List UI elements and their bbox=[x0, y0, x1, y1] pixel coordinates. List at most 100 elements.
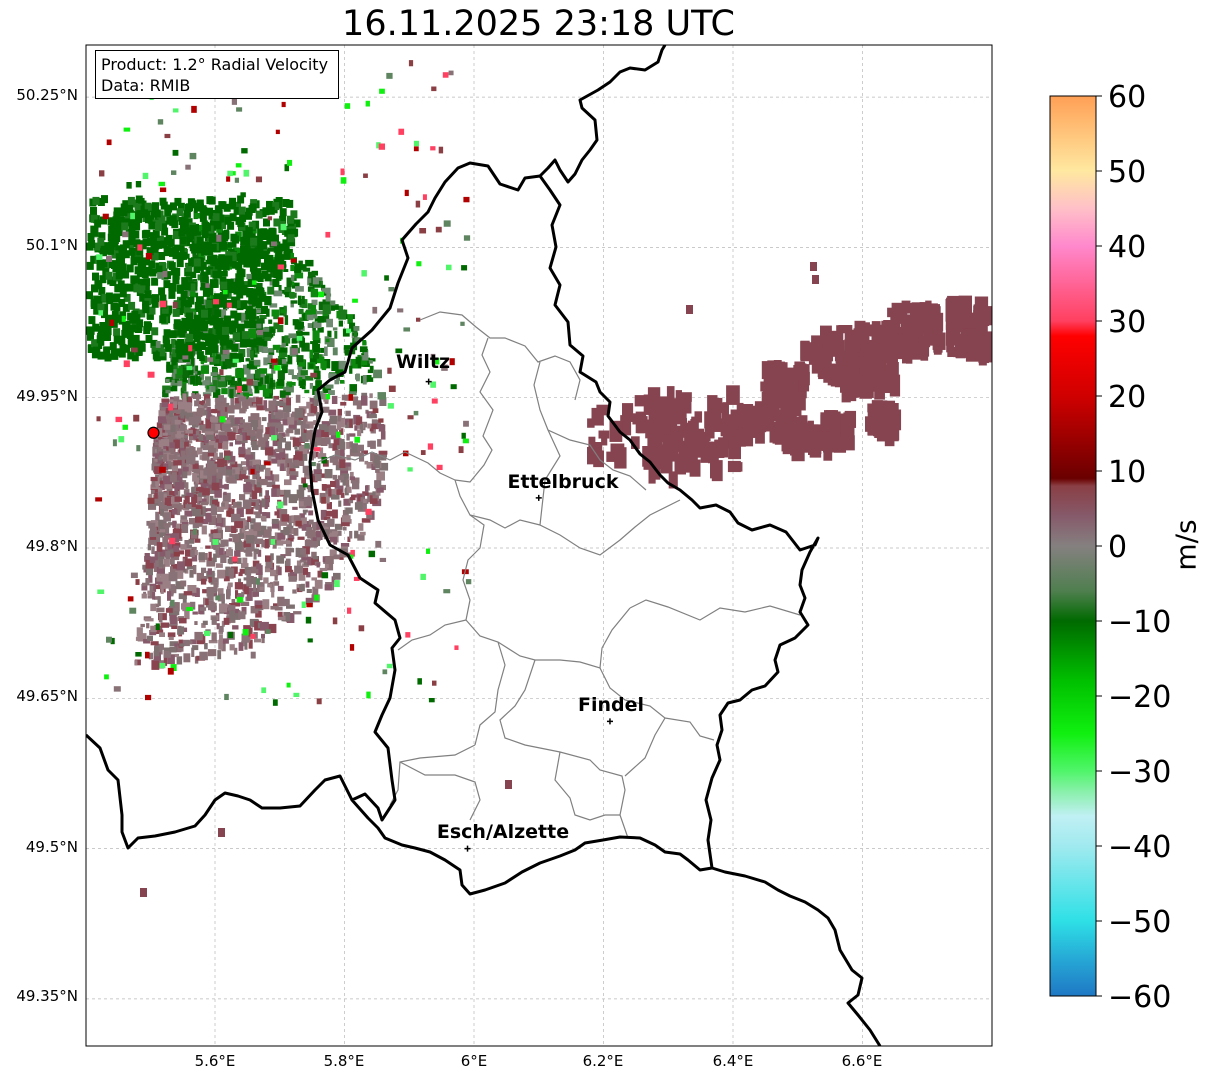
echo-cell bbox=[172, 520, 177, 528]
echo-cell bbox=[405, 632, 411, 638]
echo-cell bbox=[372, 495, 379, 499]
echo-cell bbox=[301, 295, 305, 304]
echo-cell bbox=[803, 425, 818, 436]
echo-cell bbox=[158, 410, 166, 419]
echo-cell bbox=[291, 228, 299, 237]
echo-cell bbox=[292, 589, 297, 594]
echo-cell bbox=[239, 419, 245, 424]
echo-cell bbox=[222, 501, 229, 510]
echo-cell bbox=[272, 439, 279, 447]
echo-cell bbox=[144, 618, 154, 622]
echo-cell bbox=[293, 611, 302, 615]
echo-cell bbox=[218, 201, 226, 210]
echo-cell bbox=[189, 244, 193, 249]
echo-cell bbox=[224, 463, 228, 467]
echo-cell bbox=[292, 319, 299, 326]
echo-cell bbox=[169, 442, 175, 449]
echo-cell bbox=[707, 395, 718, 415]
echo-cell bbox=[375, 540, 382, 548]
echo-cell bbox=[94, 219, 102, 228]
echo-cell bbox=[231, 97, 238, 105]
echo-cell bbox=[361, 270, 367, 277]
echo-cell bbox=[142, 238, 150, 247]
echo-cell bbox=[690, 419, 699, 438]
echo-cell bbox=[265, 427, 274, 437]
echo-cell bbox=[305, 597, 313, 605]
echo-cell bbox=[696, 439, 704, 458]
echo-cell bbox=[834, 369, 843, 388]
echo-cell bbox=[127, 283, 134, 292]
echo-cell bbox=[208, 640, 218, 644]
echo-cell bbox=[349, 644, 355, 651]
echo-cell bbox=[431, 398, 438, 404]
echo-cell bbox=[301, 312, 309, 321]
echo-cell bbox=[191, 647, 195, 657]
echo-cell bbox=[279, 509, 288, 519]
echo-cell bbox=[376, 471, 385, 481]
echo-cell bbox=[188, 417, 196, 425]
echo-cell bbox=[237, 219, 245, 228]
echo-cell bbox=[277, 317, 284, 325]
echo-cell bbox=[150, 476, 158, 482]
echo-cell bbox=[154, 603, 160, 608]
echo-cell bbox=[387, 403, 394, 409]
echo-cell bbox=[290, 258, 297, 263]
echo-cell bbox=[202, 441, 206, 446]
echo-cell bbox=[256, 474, 260, 483]
echo-cell bbox=[357, 362, 361, 369]
echo-cell bbox=[326, 563, 334, 571]
echo-cell bbox=[211, 315, 219, 324]
echo-cell bbox=[172, 349, 180, 358]
echo-cell bbox=[349, 419, 353, 428]
echo-cell bbox=[294, 263, 302, 273]
echo-cell bbox=[323, 516, 331, 521]
echo-cell bbox=[171, 502, 177, 509]
echo-cell bbox=[889, 362, 899, 380]
echo-cell bbox=[118, 268, 126, 276]
echo-cell bbox=[285, 386, 294, 393]
echo-cell bbox=[661, 397, 668, 411]
echo-cell bbox=[171, 354, 179, 363]
echo-cell bbox=[234, 397, 240, 404]
echo-cell bbox=[195, 296, 204, 305]
echo-cell bbox=[271, 358, 278, 363]
echo-cell bbox=[286, 397, 291, 406]
echo-cell bbox=[154, 646, 160, 657]
echo-cell bbox=[196, 225, 204, 235]
echo-cell bbox=[730, 462, 743, 472]
echo-cell bbox=[130, 212, 135, 220]
echo-cell bbox=[261, 498, 266, 507]
echo-cell bbox=[197, 492, 207, 497]
echo-cell bbox=[245, 227, 253, 236]
echo-cell bbox=[245, 546, 252, 556]
echo-cell bbox=[195, 262, 203, 271]
echo-cell bbox=[114, 314, 122, 323]
echo-cell bbox=[276, 540, 284, 546]
echo-cell bbox=[243, 169, 250, 177]
echo-cell bbox=[913, 331, 924, 347]
colorbar-tick-minus-60: −60 bbox=[1108, 980, 1172, 1015]
echo-cell bbox=[129, 218, 136, 227]
echo-cell bbox=[161, 402, 170, 410]
echo-cell bbox=[208, 576, 212, 583]
echo-cell bbox=[179, 245, 185, 253]
echo-cell bbox=[123, 127, 131, 132]
echo-cell bbox=[245, 432, 251, 441]
echo-cell bbox=[207, 411, 212, 420]
echo-cell bbox=[168, 454, 176, 460]
echo-cell bbox=[323, 484, 331, 491]
echo-cell bbox=[250, 356, 254, 360]
echo-cell bbox=[151, 546, 155, 554]
echo-cell bbox=[847, 363, 858, 385]
echo-cell bbox=[222, 441, 229, 450]
echo-cell bbox=[242, 475, 249, 479]
echo-cell bbox=[505, 780, 512, 789]
echo-cell bbox=[321, 456, 328, 464]
echo-cell bbox=[219, 452, 223, 460]
echo-cell bbox=[242, 629, 249, 636]
echo-cell bbox=[632, 413, 643, 425]
echo-cell bbox=[686, 305, 693, 314]
echo-cell bbox=[216, 623, 220, 630]
echo-cell bbox=[206, 557, 216, 567]
echo-cell bbox=[238, 206, 246, 215]
